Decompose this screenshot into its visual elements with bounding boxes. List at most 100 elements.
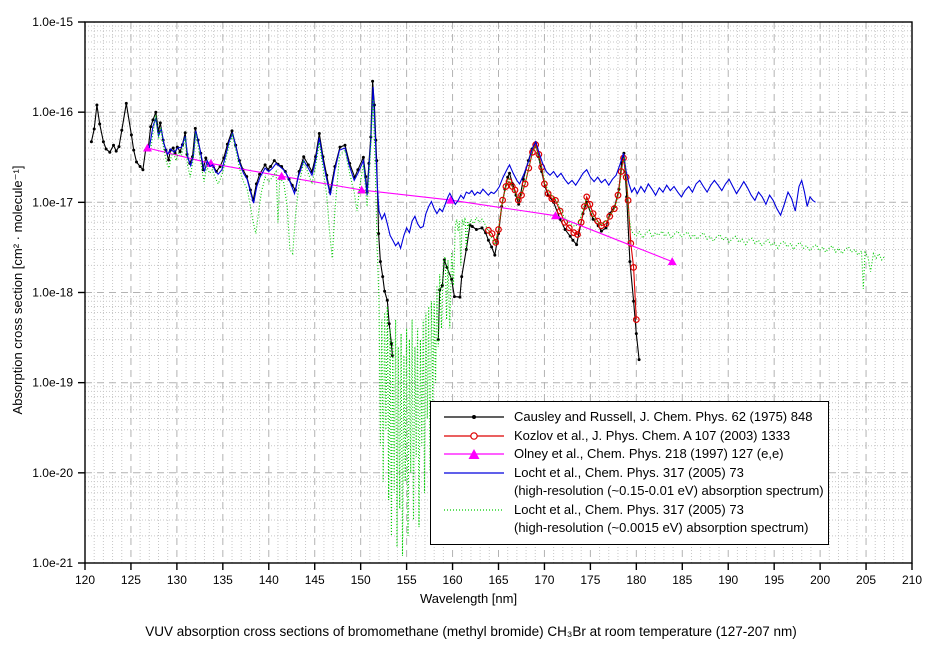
legend-label: Locht et al., Chem. Phys. 317 (2005) 73 <box>514 464 744 480</box>
series-kozlov-marker <box>622 173 630 181</box>
series-causley-marker <box>302 155 306 159</box>
legend-marker-locht-hires2 <box>443 501 505 520</box>
x-tick-label: 155 <box>397 573 417 587</box>
x-axis-label: Wavelength [nm] <box>420 591 518 606</box>
series-kozlov <box>485 141 640 324</box>
series-causley-marker <box>272 159 276 163</box>
series-causley-line <box>90 81 393 356</box>
series-kozlov-marker <box>617 168 625 175</box>
series-olney-marker <box>551 211 560 220</box>
y-tick-label: 1.0e-21 <box>32 556 73 570</box>
series-kozlov-marker <box>556 207 564 215</box>
series-kozlov-marker <box>518 191 525 199</box>
series-olney-marker <box>143 143 152 152</box>
series-causley-marker <box>167 158 171 162</box>
series-causley-marker <box>135 160 138 164</box>
series-causley-marker <box>158 121 162 125</box>
series-causley-marker <box>480 226 484 230</box>
series-causley-marker <box>568 234 572 238</box>
series-causley-marker <box>171 146 175 150</box>
series-causley-marker <box>92 127 96 131</box>
series-causley-marker <box>129 133 133 137</box>
legend-item-kozlov: Kozlov et al., J. Phys. Chem. A 107 (200… <box>443 427 820 446</box>
series-causley-marker <box>470 225 474 228</box>
series-causley-marker <box>575 243 579 247</box>
series-causley-marker <box>112 143 115 147</box>
series-kozlov-marker <box>565 224 573 232</box>
legend-marker-olney <box>443 445 505 464</box>
series-causley-marker <box>338 145 342 149</box>
y-axis-label: Absorption cross section [cm² · molecule… <box>10 165 25 415</box>
legend-label-line2: (high-resolution (~0.15-0.01 eV) absorpt… <box>514 483 824 498</box>
series-causley-marker <box>599 229 603 233</box>
series-olney-marker <box>667 257 677 266</box>
series-kozlov-marker <box>541 180 548 188</box>
series-causley-marker <box>571 238 575 242</box>
series-causley-marker <box>458 295 462 299</box>
series-causley-marker <box>604 226 608 230</box>
legend-label: Olney et al., Chem. Phys. 218 (1997) 127… <box>514 446 784 461</box>
y-tick-label: 1.0e-16 <box>32 105 73 119</box>
y-tick-label: 1.0e-20 <box>32 466 73 480</box>
series-causley-marker <box>436 338 440 342</box>
legend-label-line2: (high-resolution (~0.0015 eV) absorption… <box>514 520 809 535</box>
series-causley-marker <box>563 228 567 231</box>
series-olney-marker <box>277 171 287 180</box>
series-causley-marker <box>490 245 494 249</box>
series-causley-marker <box>383 289 387 293</box>
legend-marker-kozlov <box>443 427 505 446</box>
series-kozlov-marker <box>577 218 585 226</box>
x-tick-label: 195 <box>764 573 784 587</box>
y-tick-label: 1.0e-19 <box>32 376 73 390</box>
series-causley-marker <box>269 165 273 168</box>
series-kozlov-marker <box>614 191 622 199</box>
series-kozlov-marker <box>499 196 507 204</box>
legend-label: Locht et al., Chem. Phys. 317 (2005) 73 <box>514 501 744 517</box>
series-causley-marker <box>141 168 145 172</box>
legend-label: Causley and Russell, J. Chem. Phys. 62 (… <box>514 409 813 424</box>
series-causley-marker <box>306 163 310 167</box>
x-tick-label: 125 <box>121 573 141 587</box>
series-causley-marker <box>104 147 108 151</box>
axis-ticks <box>78 21 913 570</box>
series-causley-marker <box>378 260 382 264</box>
series-causley-marker <box>114 149 118 153</box>
x-tick-label: 200 <box>810 573 830 587</box>
series-causley-marker <box>450 277 454 281</box>
series-causley-marker <box>506 175 510 179</box>
series-kozlov-marker <box>574 231 581 238</box>
series-causley-marker <box>377 232 381 236</box>
x-tick-label: 205 <box>856 573 876 587</box>
series-causley-marker <box>151 118 155 122</box>
series-causley-marker <box>637 358 641 362</box>
series-causley-marker <box>95 103 99 107</box>
x-tick-label: 160 <box>443 573 463 587</box>
series-causley-marker <box>263 163 267 167</box>
legend-marker-locht-hires1 <box>443 464 505 483</box>
series-kozlov-marker <box>502 183 510 190</box>
series-causley-marker <box>149 125 153 129</box>
series-locht-hires1-line <box>148 86 816 250</box>
series-kozlov-marker <box>610 205 618 213</box>
series-causley-marker <box>124 101 128 105</box>
series-kozlov-marker <box>544 190 552 198</box>
series-causley-marker <box>634 332 638 336</box>
series-causley-marker <box>361 155 365 159</box>
x-tick-label: 145 <box>305 573 325 587</box>
series-kozlov-marker <box>548 195 556 203</box>
series-kozlov-marker <box>594 217 602 225</box>
series-causley-marker <box>628 260 632 264</box>
series-causley-marker <box>468 223 472 227</box>
series-causley-marker <box>178 150 182 154</box>
x-tick-label: 175 <box>580 573 600 587</box>
series-causley-marker <box>389 342 393 346</box>
series-causley-marker <box>381 275 385 279</box>
series-kozlov-marker <box>495 226 502 233</box>
legend-item-causley: Causley and Russell, J. Chem. Phys. 62 (… <box>443 408 820 427</box>
y-tick-label: 1.0e-15 <box>32 15 73 29</box>
series-causley <box>89 79 641 362</box>
series-causley-marker <box>117 145 121 149</box>
series-olney <box>143 143 677 266</box>
series-kozlov-marker <box>630 264 637 271</box>
